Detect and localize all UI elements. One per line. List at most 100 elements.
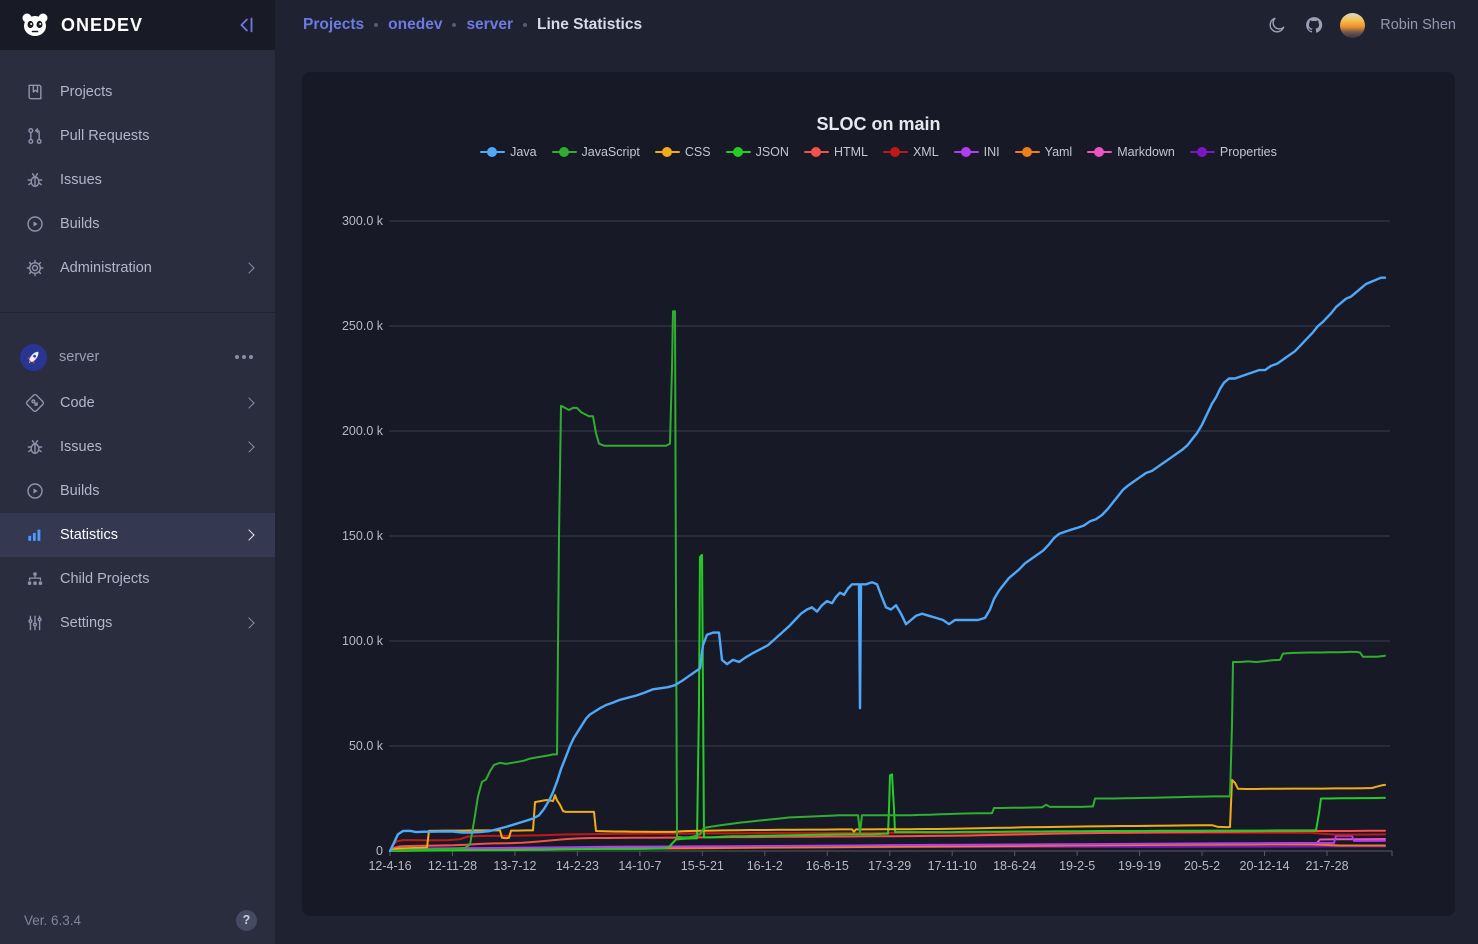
legend-label: CSS — [684, 145, 711, 159]
legend-label: Yaml — [1044, 145, 1073, 159]
breadcrumb-item[interactable]: server — [466, 16, 513, 33]
y-axis-label: 200.0 k — [342, 424, 384, 438]
legend-label: XML — [912, 145, 939, 159]
sidebar-item-label: Issues — [60, 172, 102, 188]
sidebar-item-code[interactable]: Code — [0, 381, 275, 425]
x-axis-label: 17-3-29 — [868, 859, 911, 873]
sidebar-item-label: Statistics — [60, 527, 119, 543]
breadcrumb-item[interactable]: Projects — [303, 16, 365, 33]
sidebar-item-projects[interactable]: Projects — [0, 70, 275, 114]
play-circle-icon — [24, 214, 45, 235]
user-name[interactable]: Robin Shen — [1380, 17, 1456, 33]
help-button[interactable]: ? — [236, 909, 257, 931]
main-area: Projects onedev server Line Statistics Robi… — [275, 0, 1478, 944]
legend-item-yaml[interactable]: Yaml — [1014, 145, 1073, 159]
version-label: Ver. 6.3.4 — [24, 912, 82, 928]
legend-marker — [1189, 147, 1215, 157]
sidebar-item-project-builds[interactable]: Builds — [0, 469, 275, 513]
legend-marker — [654, 147, 680, 157]
y-axis-label: 100.0 k — [342, 634, 384, 648]
sloc-chart[interactable]: 300.0 k 250.0 k 200.0 k 150.0 k 100.0 k 50.0 … — [302, 72, 1455, 916]
play-circle-icon — [24, 481, 45, 502]
topbar-actions: Robin Shen — [1266, 12, 1456, 38]
legend-item-javascript[interactable]: JavaScript — [551, 145, 640, 159]
x-axis-label: 14-10-7 — [618, 859, 661, 873]
content-area: 300.0 k 250.0 k 200.0 k 150.0 k 100.0 k 50.0 … — [275, 50, 1478, 944]
sidebar: ONEDEV Projects — [0, 0, 275, 944]
legend-item-xml[interactable]: XML — [882, 145, 939, 159]
sidebar-item-label: Code — [60, 395, 95, 411]
dark-mode-icon[interactable] — [1266, 14, 1288, 36]
x-axis-label: 17-11-10 — [928, 859, 977, 873]
x-axis-label: 14-2-23 — [556, 859, 599, 873]
sidebar-item-settings[interactable]: Settings — [0, 601, 275, 645]
legend-item-html[interactable]: HTML — [803, 145, 868, 159]
topbar: Projects onedev server Line Statistics Robi… — [275, 0, 1478, 50]
y-axis-label: 150.0 k — [342, 529, 384, 543]
sidebar-item-statistics[interactable]: Statistics — [0, 513, 275, 557]
onedev-logo-icon — [20, 10, 50, 40]
code-branch-icon — [24, 393, 45, 414]
chart-title: SLOC on main — [816, 114, 941, 134]
chevron-right-icon — [243, 529, 255, 541]
x-axis-label: 12-4-16 — [368, 859, 411, 873]
x-axis-label: 20-12-14 — [1240, 859, 1290, 873]
hierarchy-icon — [24, 569, 45, 590]
sidebar-item-child-projects[interactable]: Child Projects — [0, 557, 275, 601]
sidebar-item-label: Administration — [60, 260, 152, 276]
breadcrumb-separator — [374, 23, 379, 27]
sidebar-logo-bar: ONEDEV — [0, 0, 275, 50]
project-switcher[interactable]: server — [0, 333, 275, 381]
breadcrumb-item[interactable]: onedev — [388, 16, 443, 33]
sidebar-footer: Ver. 6.3.4 ? — [0, 896, 275, 944]
legend-label: INI — [983, 145, 1000, 159]
series-line-java — [388, 276, 1387, 853]
legend-item-ini[interactable]: INI — [953, 145, 1000, 159]
sidebar-item-label: Issues — [60, 439, 102, 455]
legend-item-css[interactable]: CSS — [654, 145, 711, 159]
legend-marker — [1014, 147, 1040, 157]
legend-item-java[interactable]: Java — [480, 145, 537, 159]
sidebar-item-administration[interactable]: Administration — [0, 246, 275, 290]
legend-label: HTML — [833, 145, 868, 159]
chevron-right-icon — [243, 617, 255, 629]
x-axis-label: 19-2-5 — [1059, 859, 1095, 873]
legend-label: JSON — [755, 145, 789, 159]
legend-marker — [803, 147, 829, 157]
sidebar-item-pull-requests[interactable]: Pull Requests — [0, 114, 275, 158]
x-axis-label: 19-9-19 — [1118, 859, 1161, 873]
chevron-right-icon — [243, 397, 255, 409]
legend-item-markdown[interactable]: Markdown — [1087, 145, 1175, 159]
more-icon[interactable] — [235, 355, 253, 359]
github-icon[interactable] — [1303, 14, 1325, 36]
sidebar-item-label: Settings — [60, 615, 113, 631]
x-axis-label: 20-5-2 — [1184, 859, 1220, 873]
sidebar-item-label: Projects — [60, 84, 113, 100]
legend-marker — [725, 147, 751, 157]
project-name: server — [59, 349, 100, 365]
legend-item-json[interactable]: JSON — [725, 145, 789, 159]
sidebar-item-issues[interactable]: Issues — [0, 158, 275, 202]
legend-label: JavaScript — [581, 145, 640, 159]
app-title: ONEDEV — [61, 14, 144, 35]
y-axis-label: 250.0 k — [342, 319, 384, 333]
chart-legend: Java JavaScript CSS JSON HTML XML INI Yaml Markd… — [302, 145, 1455, 159]
legend-marker — [882, 147, 908, 157]
bug-icon — [24, 437, 45, 458]
sidebar-collapse-icon[interactable] — [233, 12, 259, 38]
legend-marker — [551, 147, 577, 157]
pull-request-icon — [24, 126, 45, 147]
sidebar-item-project-issues[interactable]: Issues — [0, 425, 275, 469]
x-axis-label: 18-6-24 — [993, 859, 1036, 873]
sidebar-item-builds[interactable]: Builds — [0, 202, 275, 246]
legend-label: Java — [510, 145, 537, 159]
x-axis-label: 12-11-28 — [428, 859, 477, 873]
legend-item-properties[interactable]: Properties — [1189, 145, 1277, 159]
bar-chart-icon — [24, 525, 45, 546]
sidebar-main-nav: Projects Pull Requests Issues — [0, 50, 275, 300]
book-icon — [24, 82, 45, 103]
y-axis-label: 50.0 k — [349, 739, 384, 753]
user-avatar[interactable] — [1340, 12, 1366, 38]
project-avatar — [20, 343, 47, 371]
